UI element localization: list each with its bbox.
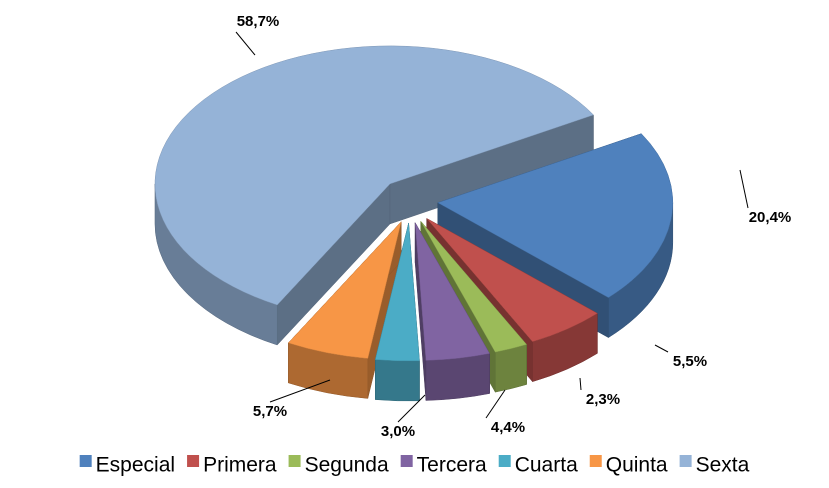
data-label: 5,5% xyxy=(673,353,707,370)
legend-swatch xyxy=(400,455,413,467)
slice-top xyxy=(154,45,594,306)
slice-side xyxy=(495,344,527,393)
legend-label: Especial xyxy=(96,454,175,477)
data-label: 58,7% xyxy=(237,13,280,30)
slice-top xyxy=(414,222,491,361)
legend-label: Segunda xyxy=(305,454,389,477)
slice-side xyxy=(375,359,420,402)
slice-top xyxy=(374,222,420,362)
leader-line xyxy=(397,394,426,423)
slice xyxy=(154,45,594,346)
slice-top xyxy=(420,221,528,353)
legend-swatch xyxy=(589,455,602,467)
legend-label: Tercera xyxy=(417,454,487,477)
legend-swatch xyxy=(288,455,301,467)
data-label: 3,0% xyxy=(381,423,415,440)
legend-swatch xyxy=(679,455,692,467)
data-label: 5,7% xyxy=(253,403,287,420)
slice-top xyxy=(287,220,402,359)
slice xyxy=(287,220,402,399)
legend-swatch xyxy=(187,455,200,467)
data-label: 4,4% xyxy=(491,419,525,436)
leader-line xyxy=(235,31,256,56)
leader-line xyxy=(654,344,669,353)
legend-label: Primera xyxy=(203,454,277,477)
leader-line xyxy=(269,379,331,403)
slice-top xyxy=(426,218,598,342)
slice-side xyxy=(425,353,490,401)
data-label: 2,3% xyxy=(586,391,620,408)
slice xyxy=(437,133,674,339)
data-label: 20,4% xyxy=(749,209,792,226)
leader-line xyxy=(485,389,506,419)
legend-label: Sexta xyxy=(696,454,750,477)
leader-line xyxy=(579,377,582,391)
legend: Especial Primera Segunda Tercera Cuarta Quint… xyxy=(79,454,750,477)
slice xyxy=(414,221,491,401)
legend-swatch xyxy=(79,455,92,467)
legend-label: Quinta xyxy=(606,454,668,477)
leader-line xyxy=(739,169,749,209)
slice-top xyxy=(437,133,674,298)
slice xyxy=(374,222,420,402)
legend-swatch xyxy=(498,455,511,467)
legend-label: Cuarta xyxy=(515,454,578,477)
